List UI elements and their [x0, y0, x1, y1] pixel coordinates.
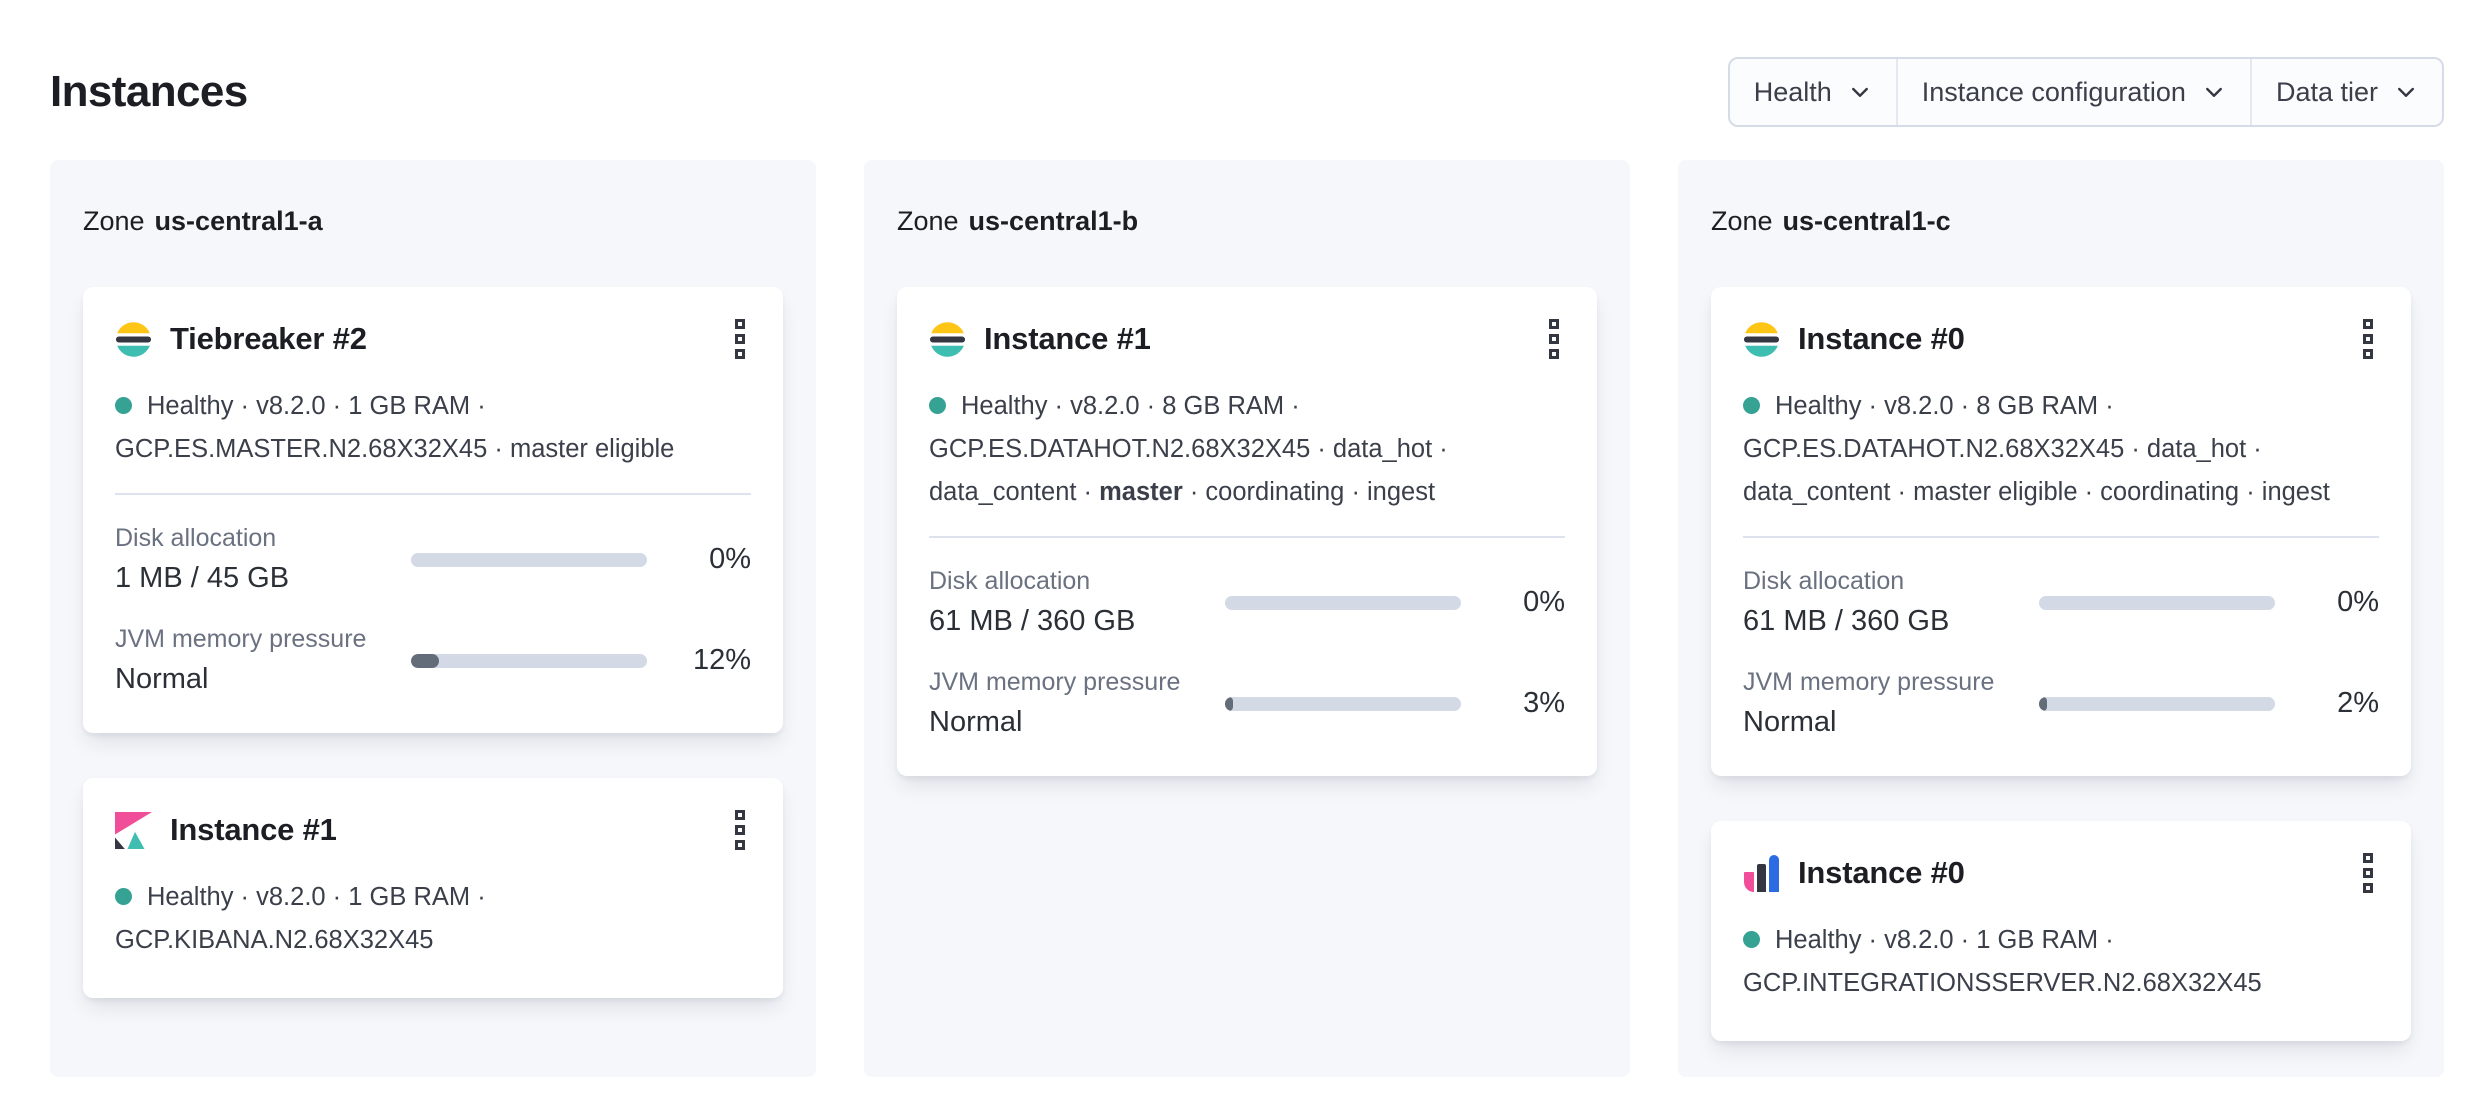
kebab-menu-button[interactable]: [729, 808, 751, 852]
metric-percent: 0%: [709, 543, 751, 575]
health-dot-icon: [115, 397, 132, 414]
instance-title: Instance #0: [1798, 321, 1965, 356]
metric-label: Disk allocation: [929, 567, 1091, 595]
divider: [1743, 536, 2379, 538]
metric-value: Normal: [929, 706, 1023, 738]
health-dot-icon: [1743, 931, 1760, 948]
instance-meta: Healthy · v8.2.0 · 8 GB RAM · GCP.ES.DAT…: [929, 392, 1448, 506]
metric-percent: 2%: [2337, 687, 2379, 719]
divider: [115, 493, 751, 495]
health-dot-icon: [929, 397, 946, 414]
kebab-menu-button[interactable]: [1543, 317, 1565, 361]
filter-instance-configuration-button[interactable]: Instance configuration: [1895, 59, 2250, 125]
metric-percent: 3%: [1523, 687, 1565, 719]
health-dot-icon: [1743, 397, 1760, 414]
metric-label: JVM memory pressure: [115, 625, 367, 653]
instance-meta: Healthy · v8.2.0 · 1 GB RAM · GCP.INTEGR…: [1743, 926, 2262, 997]
metric-value: 1 MB / 45 GB: [115, 562, 290, 594]
zone-title: Zone us-central1-c: [1711, 206, 1951, 236]
instance-card-es-0: Instance #0 Healthy · v8.2.0 · 8 GB RAM …: [1711, 287, 2411, 776]
metric-percent: 0%: [2337, 586, 2379, 618]
disk-allocation-metric: Disk allocation 61 MB / 360 GB 0%: [1743, 566, 2379, 639]
instance-meta: Healthy · v8.2.0 · 8 GB RAM · GCP.ES.DAT…: [1743, 392, 2330, 506]
disk-usage-bar: [1225, 595, 1461, 610]
kibana-logo-icon: [115, 811, 152, 849]
jvm-memory-pressure-metric: JVM memory pressure Normal 3%: [929, 667, 1565, 740]
disk-allocation-metric: Disk allocation 1 MB / 45 GB 0%: [115, 523, 751, 596]
metric-percent: 0%: [1523, 586, 1565, 618]
metric-value: Normal: [115, 663, 209, 695]
metric-percent: 12%: [692, 644, 751, 676]
instance-card-kibana-1: Instance #1 Healthy · v8.2.0 · 1 GB RAM …: [83, 778, 783, 998]
card-header: Instance #1: [929, 317, 1565, 361]
filter-health-label: Health: [1753, 76, 1832, 107]
kebab-menu-button[interactable]: [2357, 317, 2379, 361]
instance-title: Instance #0: [1798, 855, 1965, 890]
zone-title: Zone us-central1-b: [897, 206, 1139, 236]
jvm-pressure-bar: [1225, 696, 1461, 711]
instance-meta: Healthy · v8.2.0 · 1 GB RAM · GCP.ES.MAS…: [115, 392, 675, 463]
jvm-pressure-bar: [2039, 696, 2275, 711]
jvm-memory-pressure-metric: JVM memory pressure Normal 2%: [1743, 667, 2379, 740]
instance-card-es-1: Instance #1 Healthy · v8.2.0 · 8 GB RAM …: [897, 287, 1597, 776]
metric-value: 61 MB / 360 GB: [929, 605, 1136, 637]
elasticsearch-logo-icon: [115, 321, 152, 358]
divider: [929, 536, 1565, 538]
zone-panel-us-central1-a: Zone us-central1-a Tiebreaker #2 Healthy …: [50, 160, 816, 1077]
card-header: Instance #0: [1743, 317, 2379, 361]
jvm-pressure-bar: [411, 653, 647, 668]
card-header: Instance #1: [115, 808, 751, 852]
instance-title: Instance #1: [984, 321, 1151, 356]
kebab-menu-button[interactable]: [729, 317, 751, 361]
metric-label: Disk allocation: [115, 524, 277, 552]
card-header: Tiebreaker #2: [115, 317, 751, 361]
filter-health-button[interactable]: Health: [1730, 59, 1896, 125]
metric-label: JVM memory pressure: [1743, 668, 1995, 696]
chevron-down-icon: [2398, 87, 2414, 97]
filter-data-tier-label: Data tier: [2275, 76, 2378, 107]
disk-usage-bar: [2039, 595, 2275, 610]
instance-card-integrations-0: Instance #0 Healthy · v8.2.0 · 1 GB RAM …: [1711, 821, 2411, 1041]
metric-label: Disk allocation: [1743, 567, 1905, 595]
disk-usage-bar: [411, 552, 647, 567]
page-title: Instances: [50, 67, 248, 116]
disk-allocation-metric: Disk allocation 61 MB / 360 GB 0%: [929, 566, 1565, 639]
instance-meta: Healthy · v8.2.0 · 1 GB RAM · GCP.KIBANA…: [115, 883, 486, 954]
metric-value: Normal: [1743, 706, 1837, 738]
top-bar: Instances Health Instance configuration …: [50, 57, 2444, 127]
integrations-server-logo-icon: [1743, 854, 1780, 892]
filter-data-tier-button[interactable]: Data tier: [2249, 59, 2442, 125]
jvm-memory-pressure-metric: JVM memory pressure Normal 12%: [115, 624, 751, 697]
elasticsearch-logo-icon: [929, 321, 966, 358]
zone-panel-us-central1-c: Zone us-central1-c Instance #0 Healthy · …: [1678, 160, 2444, 1077]
zone-title: Zone us-central1-a: [83, 206, 323, 236]
health-dot-icon: [115, 888, 132, 905]
metric-value: 61 MB / 360 GB: [1743, 605, 1950, 637]
instance-title: Instance #1: [170, 812, 337, 847]
filter-instance-configuration-label: Instance configuration: [1921, 76, 2186, 107]
chevron-down-icon: [1851, 87, 1868, 97]
elasticsearch-logo-icon: [1743, 321, 1780, 358]
filter-group: Health Instance configuration Data tier: [1727, 57, 2444, 127]
kebab-menu-button[interactable]: [2357, 851, 2379, 895]
metric-label: JVM memory pressure: [929, 668, 1181, 696]
card-header: Instance #0: [1743, 851, 2379, 895]
zones-container: Zone us-central1-a Tiebreaker #2 Healthy …: [50, 160, 2444, 1077]
chevron-down-icon: [2206, 87, 2222, 97]
instance-title: Tiebreaker #2: [170, 321, 367, 356]
instance-card-tiebreaker-2: Tiebreaker #2 Healthy · v8.2.0 · 1 GB RA…: [83, 287, 783, 733]
zone-panel-us-central1-b: Zone us-central1-b Instance #1 Healthy · …: [864, 160, 1630, 1077]
